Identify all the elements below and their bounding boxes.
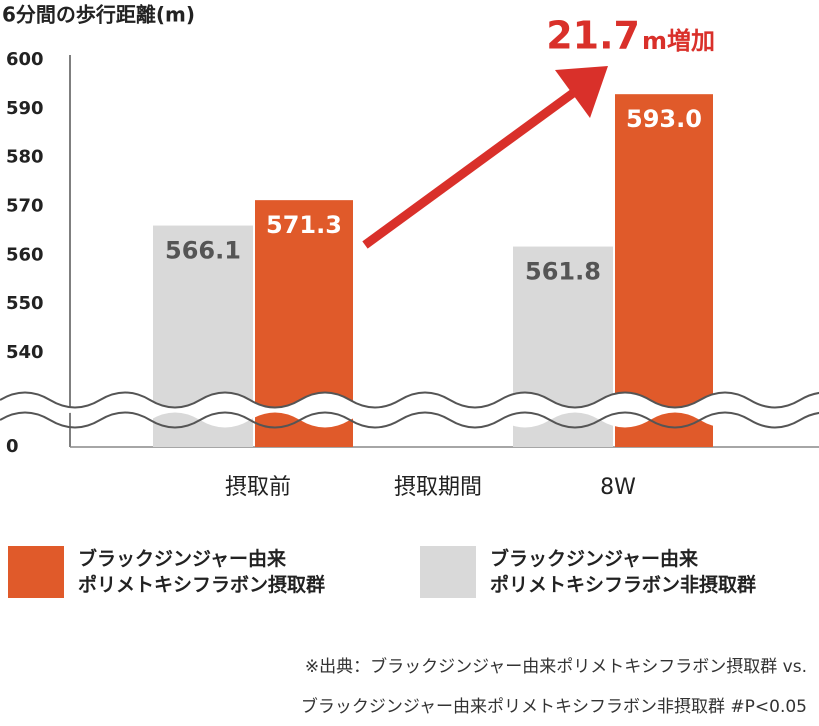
value-label: 571.3: [266, 211, 342, 239]
axis-break: [0, 392, 819, 428]
break-line: [0, 411, 819, 429]
break-line: [0, 391, 819, 409]
chart: 6分間の歩行距離(m) 21.7 m増加 571.3 593.0 566.1 561.…: [0, 3, 819, 500]
bar: [615, 94, 713, 447]
legend-label: ブラックジンジャー由来 ポリメトキシフラボン摂取群: [78, 548, 326, 596]
legend-item: ブラックジンジャー由来 ポリメトキシフラボン摂取群: [8, 546, 325, 598]
footnote: ※出典：ブラックジンジャー由来ポリメトキシフラボン摂取群 vs.: [304, 657, 807, 677]
value-label: 566.1: [165, 237, 241, 265]
legend-label: ブラックジンジャー由来 ポリメトキシフラボン非摂取群: [490, 548, 757, 596]
x-tick-label: 摂取前: [225, 475, 291, 500]
annotation-value: 21.7: [546, 14, 640, 58]
value-label: 593.0: [626, 105, 702, 133]
arrow: [362, 84, 583, 249]
y-tick-label: 0: [6, 436, 19, 457]
y-tick-label: 550: [6, 293, 44, 314]
legend-swatch: [8, 546, 64, 598]
y-tick-label: 560: [6, 244, 44, 265]
legend-item: ブラックジンジャー由来 ポリメトキシフラボン非摂取群: [420, 546, 756, 598]
y-tick-label: 600: [6, 49, 44, 70]
annotation-unit: m増加: [642, 27, 715, 55]
y-tick-label: 590: [6, 98, 44, 119]
legend-swatch: [420, 546, 476, 598]
y-tick-label: 580: [6, 147, 44, 168]
y-tick-label: 540: [6, 342, 44, 363]
x-tick-label: 摂取期間: [394, 475, 482, 500]
y-tick-label: 570: [6, 196, 44, 217]
axis-title: 6分間の歩行距離(m): [2, 3, 195, 27]
arrow-head: [555, 66, 608, 118]
footnote: ブラックジンジャー由来ポリメトキシフラボン非摂取群 #P<0.05: [300, 697, 807, 717]
value-label: 561.8: [525, 258, 601, 286]
x-tick-label: 8W: [600, 475, 636, 500]
